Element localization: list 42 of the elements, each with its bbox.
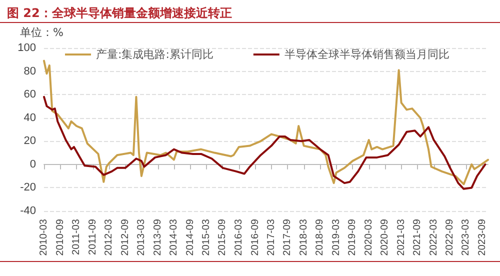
x-tick-label: 2019-03 [330,218,342,256]
x-tick-label: 2014-03 [168,218,180,256]
legend-label: 半导体全球半导体销售额当月同比 [284,48,450,61]
y-tick-label: 0 [30,158,36,170]
x-tick-label: 2018-03 [298,218,310,256]
x-tick-label: 2018-09 [314,218,326,256]
x-tick-label: 2012-09 [120,218,131,256]
x-tick-label: 2015-03 [200,218,212,256]
y-tick-label: -20 [20,182,36,194]
x-tick-label: 2014-09 [184,218,196,256]
x-tick-label: 2017-09 [282,218,294,256]
y-tick-label: -40 [20,205,36,217]
x-tick-label: 2012-03 [104,218,115,256]
x-tick-label: 2013-09 [152,218,164,256]
chart-title: 图 22：全球半导体销量金额增速接近转正 [7,6,232,20]
x-tick-label: 2023-09 [477,218,488,256]
x-tick-label: 2020-09 [380,218,391,256]
y-tick-label: 40 [24,112,36,124]
x-tick-label: 2022-03 [428,218,440,256]
y-tick-label: 60 [24,88,36,101]
x-tick-label: 2015-09 [217,218,228,256]
x-tick-label: 2021-09 [412,218,424,256]
x-tick-label: 2017-03 [266,218,277,256]
x-tick-label: 2023-03 [460,218,472,256]
x-tick-label: 2011-09 [87,218,98,255]
x-tick-label: 2011-03 [70,218,82,255]
y-tick-label: 80 [24,65,36,78]
x-tick-label: 2022-09 [444,218,456,256]
x-tick-label: 2013-03 [136,218,147,256]
y-tick-label: 100 [18,42,36,54]
x-tick-label: 2016-09 [250,218,261,256]
x-tick-label: 2021-03 [396,218,407,256]
line-series [43,60,489,186]
y-tick-label: 20 [24,135,36,148]
x-tick-label: 2019-09 [347,218,358,256]
x-tick-label: 2020-03 [363,218,374,256]
x-tick-label: 2010-09 [54,218,66,256]
legend-label: 产量:集成电路:累计同比 [96,48,214,61]
x-tick-label: 2016-03 [233,218,244,256]
x-tick-label: 2010-03 [38,218,50,256]
y-axis-title: 单位：% [20,26,64,39]
line-series [43,96,486,190]
